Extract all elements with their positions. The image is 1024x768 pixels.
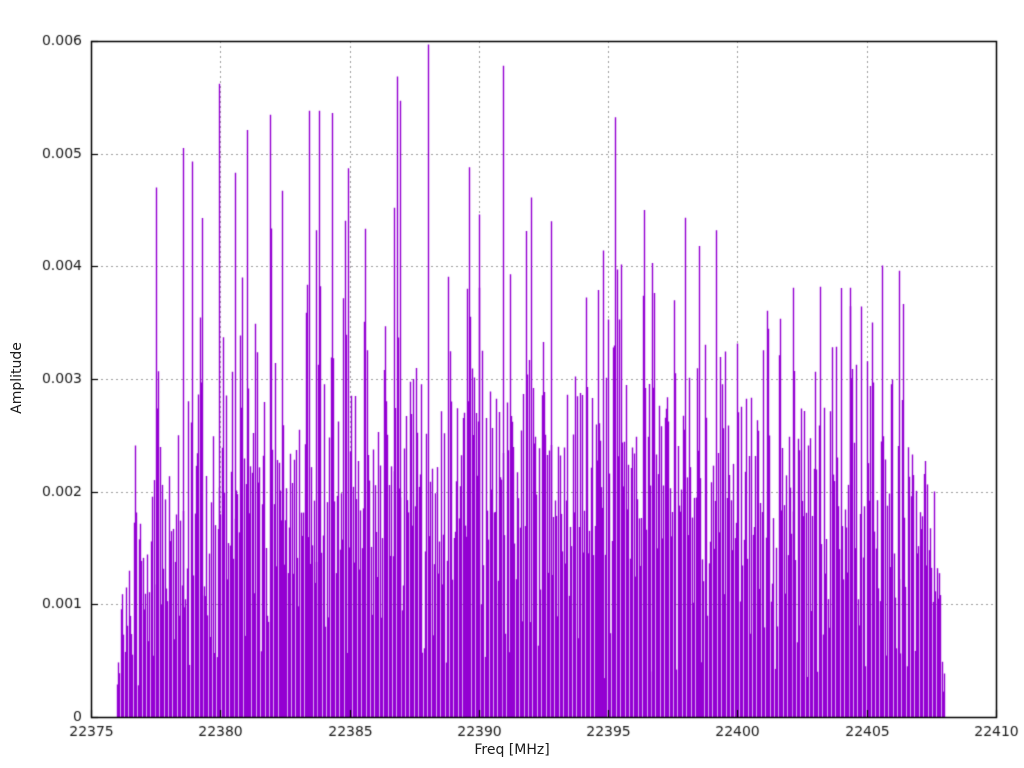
y-axis-label: Amplitude [9,342,25,414]
x-axis-label: Freq [MHz] [474,742,550,758]
